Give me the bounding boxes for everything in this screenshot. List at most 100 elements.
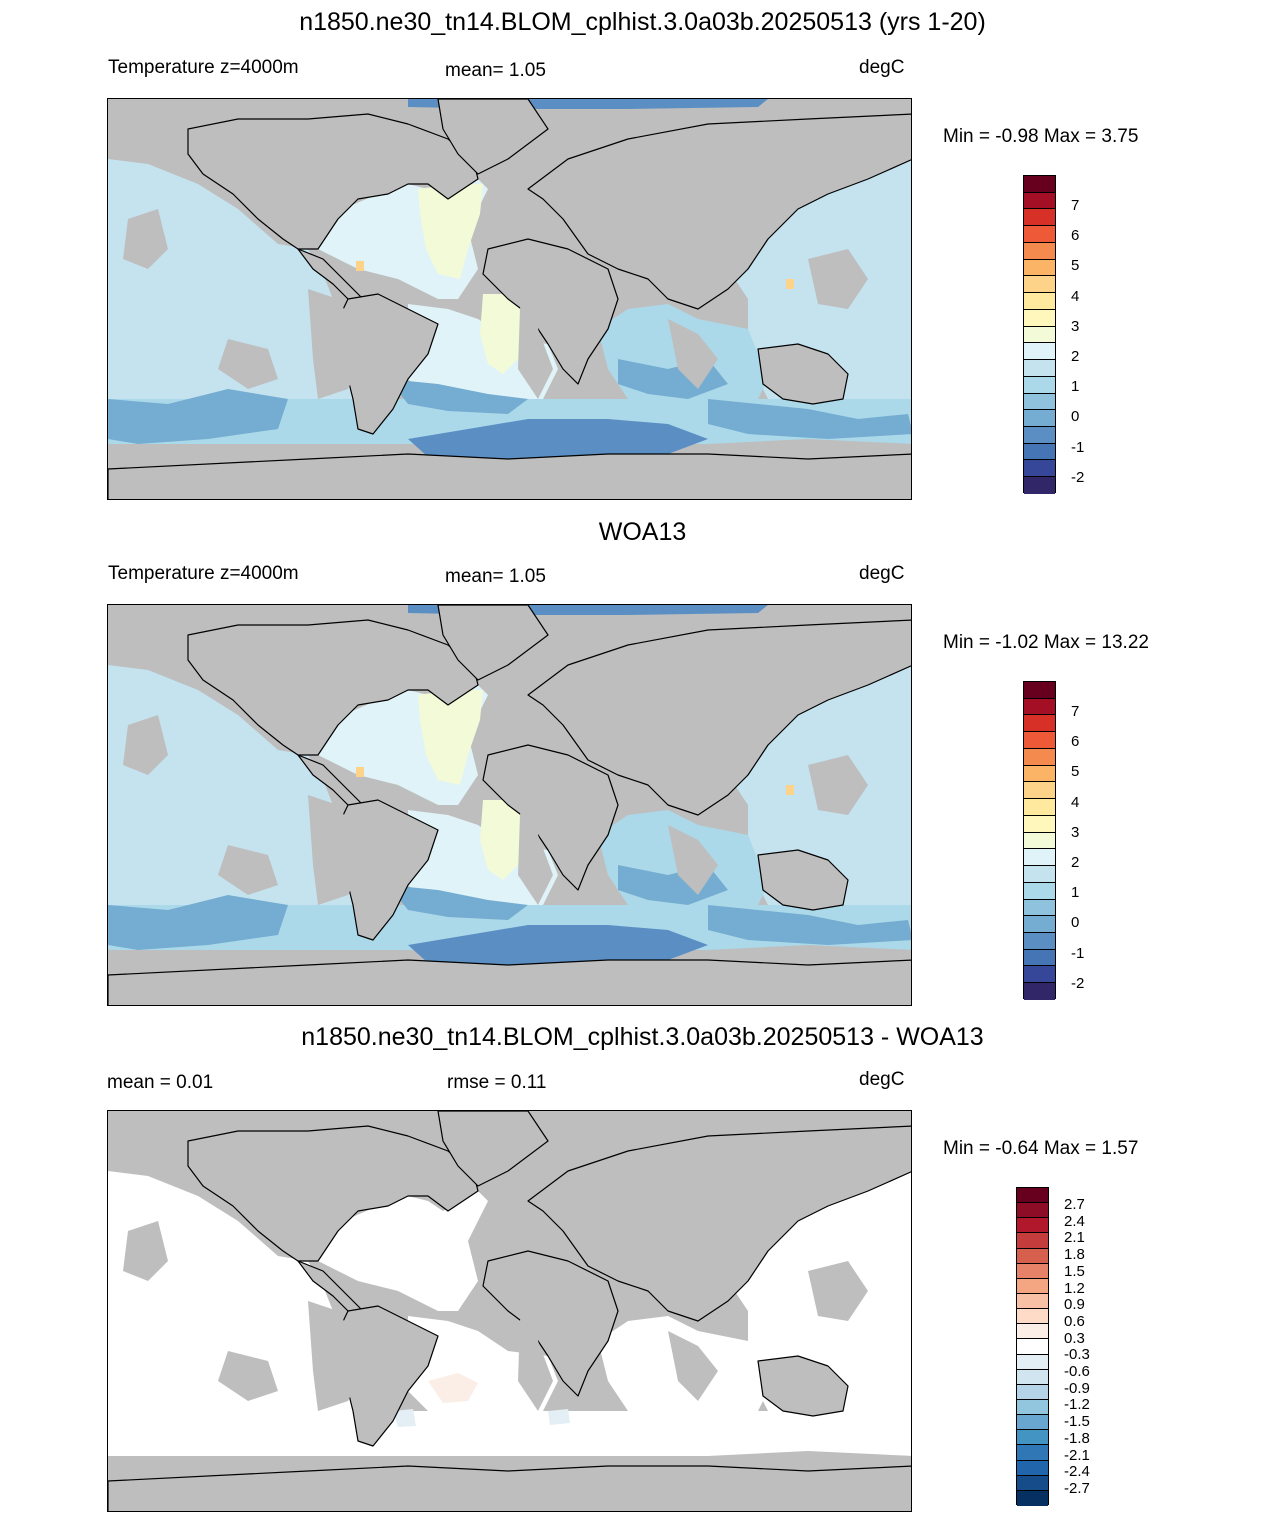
colorbar-tick-label: 0	[1071, 914, 1080, 932]
colorbar-swatch	[1017, 1445, 1048, 1461]
colorbar-swatch	[1024, 326, 1055, 344]
map-region	[318, 1191, 488, 1311]
map-region	[108, 895, 288, 950]
colorbar-swatch	[1024, 916, 1055, 934]
colorbar-swatch	[1024, 393, 1055, 411]
colorbar-swatch	[1024, 899, 1055, 917]
panel3-map-svg	[108, 1111, 911, 1511]
colorbar-swatch	[1024, 966, 1055, 984]
panel3-rmse-label: rmse = 0.11	[447, 1072, 547, 1093]
panel1-minmax: Min = -0.98 Max = 3.75	[943, 126, 1139, 147]
colorbar-swatch	[1024, 682, 1055, 699]
map-region	[518, 755, 553, 905]
map-region	[123, 209, 168, 269]
colorbar-swatch	[1017, 1369, 1048, 1385]
map-region	[482, 1250, 619, 1397]
map-region	[418, 690, 483, 785]
map-region	[418, 184, 483, 279]
colorbar-swatch	[1024, 276, 1055, 294]
colorbar-swatch	[1017, 1293, 1048, 1310]
map-region	[668, 825, 718, 895]
colorbar-swatch	[1024, 698, 1055, 716]
colorbar-swatch	[1024, 882, 1055, 900]
colorbar-swatch	[1024, 715, 1055, 733]
colorbar-swatch	[1017, 1309, 1048, 1325]
map-region	[356, 261, 364, 271]
map-region	[108, 1465, 911, 1511]
panel2-units-label: degC	[859, 563, 905, 584]
panel2-map	[107, 604, 912, 1006]
colorbar-swatch	[1024, 949, 1055, 967]
colorbar-tick-label: 0.6	[1064, 1312, 1085, 1330]
colorbar-tick-label: 4	[1071, 287, 1080, 305]
colorbar-tick-label: -2.1	[1064, 1446, 1090, 1464]
colorbar-swatch	[1024, 443, 1055, 461]
panel2-mean-label: mean= 1.05	[445, 566, 546, 587]
map-region	[480, 294, 528, 374]
colorbar-tick-label: 1	[1071, 884, 1080, 902]
colorbar-tick-label: -1.8	[1064, 1429, 1090, 1447]
colorbar-tick-label: -0.9	[1064, 1379, 1090, 1397]
colorbar-tick-label: 2.1	[1064, 1229, 1085, 1247]
map-region	[757, 343, 849, 405]
panel1-title: n1850.ne30_tn14.BLOM_cplhist.3.0a03b.202…	[299, 8, 986, 36]
map-region	[123, 715, 168, 775]
colorbar-swatch	[1017, 1339, 1048, 1355]
panel2-variable-label: Temperature z=4000m	[108, 563, 299, 584]
map-region	[388, 379, 528, 414]
panel1-map	[107, 98, 912, 500]
colorbar-swatch	[1024, 360, 1055, 377]
colorbar-tick-label: 6	[1071, 227, 1080, 245]
colorbar-swatch	[1024, 376, 1055, 394]
panel3-title: n1850.ne30_tn14.BLOM_cplhist.3.0a03b.202…	[301, 1023, 984, 1051]
map-region	[108, 159, 358, 444]
map-region	[708, 905, 911, 945]
colorbar-swatch	[1017, 1233, 1048, 1249]
colorbar-swatch	[1024, 176, 1055, 193]
panel2-title: WOA13	[598, 518, 687, 546]
colorbar-tick-label: 1.5	[1064, 1262, 1085, 1280]
map-region	[527, 113, 911, 310]
colorbar-swatch	[1017, 1248, 1048, 1264]
colorbar-tick-label: 6	[1071, 733, 1080, 751]
map-region	[393, 1409, 416, 1427]
panel1-mean-label: mean= 1.05	[445, 60, 546, 81]
colorbar-swatch	[1024, 933, 1055, 950]
colorbar-tick-label: -0.6	[1064, 1363, 1090, 1380]
colorbar-swatch	[1024, 765, 1055, 783]
map-region	[437, 605, 549, 681]
colorbar-swatch	[1024, 815, 1055, 833]
map-region	[482, 744, 619, 891]
colorbar-swatch	[1017, 1475, 1048, 1491]
map-region	[388, 885, 528, 920]
colorbar-swatch	[1017, 1354, 1048, 1370]
colorbar-swatch	[1017, 1384, 1048, 1400]
colorbar-swatch	[1017, 1490, 1048, 1506]
map-region	[527, 619, 911, 816]
colorbar-tick-label: -1	[1071, 438, 1085, 456]
colorbar-tick-label: -2.4	[1064, 1463, 1090, 1481]
colorbar-tick-label: -1.2	[1064, 1396, 1090, 1414]
panel2-minmax: Min = -1.02 Max = 13.22	[943, 632, 1149, 653]
colorbar-swatch	[1024, 460, 1055, 478]
colorbar-swatch	[1024, 732, 1055, 749]
colorbar-tick-label: -1	[1071, 944, 1085, 962]
colorbar-tick-label: 1	[1071, 378, 1080, 396]
colorbar-swatch	[1017, 1263, 1048, 1279]
colorbar-swatch	[1017, 1278, 1048, 1294]
colorbar-swatch	[1024, 259, 1055, 277]
map-region	[757, 849, 849, 911]
map-region	[356, 767, 364, 777]
map-region	[548, 1409, 570, 1425]
panel3-minmax: Min = -0.64 Max = 1.57	[943, 1138, 1139, 1159]
map-region	[218, 845, 278, 895]
panel1-map-svg	[108, 99, 911, 499]
panel2-map-svg	[108, 605, 911, 1005]
colorbar-tick-label: -0.3	[1064, 1346, 1090, 1364]
map-region	[308, 289, 368, 399]
map-region	[108, 1171, 358, 1456]
map-region	[437, 99, 549, 175]
panel1-colorbar	[1023, 175, 1056, 494]
colorbar-swatch	[1024, 748, 1055, 766]
colorbar-tick-label: 7	[1071, 197, 1080, 214]
